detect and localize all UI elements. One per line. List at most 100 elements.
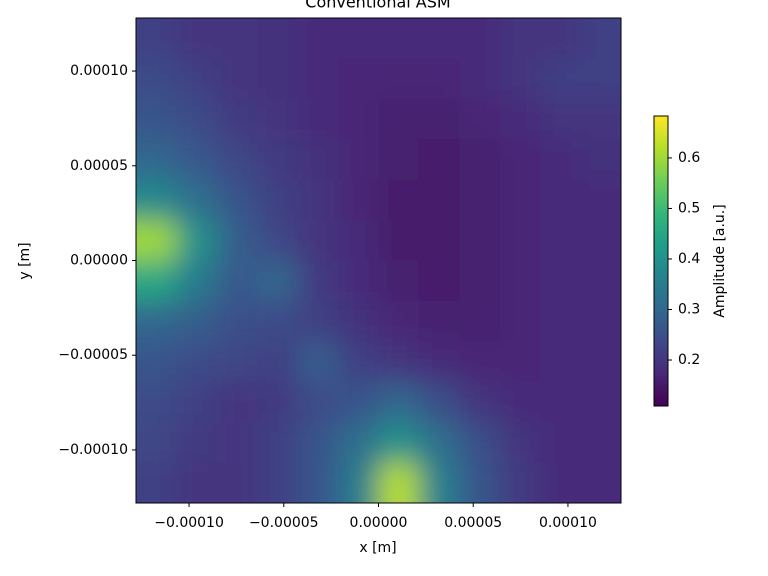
heat-cell [459, 260, 501, 302]
heat-cell [216, 381, 258, 423]
heat-cell [176, 300, 218, 342]
heat-cell [499, 341, 541, 383]
x-tick-label: −0.00005 [249, 515, 319, 531]
heat-cell [459, 98, 501, 140]
heat-cell [297, 381, 339, 423]
heat-cell [540, 260, 582, 302]
colorbar-label: Amplitude [a.u.] [712, 204, 728, 317]
heat-cell [216, 462, 258, 503]
heat-cell [257, 341, 299, 383]
heat-cell [378, 139, 420, 181]
y-tick-label: 0.00000 [70, 253, 128, 269]
heat-cell [257, 98, 299, 140]
heat-cell [297, 179, 339, 221]
heat-cell [580, 98, 621, 140]
heat-cell [378, 260, 420, 302]
heat-cell [216, 139, 258, 181]
heat-cell [216, 58, 258, 100]
heat-cell [216, 341, 258, 383]
heat-cell [257, 58, 299, 100]
heat-cell [257, 220, 299, 261]
heat-cell [540, 341, 582, 383]
heat-cell [580, 179, 621, 221]
heat-cell [136, 220, 177, 261]
heat-cell [540, 300, 582, 342]
x-axis-label: x [m] [359, 540, 396, 556]
heat-cell [499, 260, 541, 302]
heat-cell [297, 18, 339, 59]
heat-cell [176, 98, 218, 140]
heat-cell [338, 260, 379, 302]
heat-cell [176, 422, 218, 464]
heat-cell [136, 98, 177, 140]
heat-cell [499, 381, 541, 423]
heat-cell [297, 300, 339, 342]
heat-cell [540, 18, 582, 59]
heat-cell [540, 139, 582, 181]
colorbar-tick-label: 0.5 [678, 200, 700, 216]
heat-cell [540, 462, 582, 503]
heat-cell [216, 422, 258, 464]
heat-cell [136, 58, 177, 100]
heat-cell [499, 462, 541, 503]
heat-cell [378, 462, 420, 503]
heat-cell [499, 300, 541, 342]
heat-cell [176, 462, 218, 503]
heat-cell [297, 220, 339, 261]
heat-cell [136, 462, 177, 503]
heat-cell [136, 139, 177, 181]
y-tick-label: 0.00010 [70, 63, 128, 79]
heat-cell [378, 220, 420, 261]
heat-cell [216, 18, 258, 59]
heat-cell [257, 139, 299, 181]
heat-cell [499, 18, 541, 59]
heat-cell [338, 341, 379, 383]
heat-cell [459, 58, 501, 100]
heat-cell [418, 381, 460, 423]
heat-cell [136, 300, 177, 342]
heat-cell [499, 98, 541, 140]
heat-cell [418, 220, 460, 261]
heat-cell [297, 260, 339, 302]
heat-cell [176, 220, 218, 261]
heat-cell [459, 220, 501, 261]
heat-cell [297, 462, 339, 503]
heat-cell [136, 260, 177, 302]
heat-cell [257, 381, 299, 423]
heat-cell [297, 58, 339, 100]
heat-cell [378, 98, 420, 140]
heat-cell [418, 18, 460, 59]
colorbar [653, 115, 669, 407]
heat-cell [580, 381, 621, 423]
heat-cell [176, 260, 218, 302]
heat-cell [378, 58, 420, 100]
heatmap [136, 18, 621, 503]
heat-cell [136, 341, 177, 383]
heat-cell [338, 220, 379, 261]
heat-cell [499, 139, 541, 181]
heat-cell [378, 422, 420, 464]
heat-cell [297, 98, 339, 140]
x-tick-label: 0.00005 [444, 515, 502, 531]
heat-cell [257, 422, 299, 464]
heat-cell [540, 98, 582, 140]
heat-cell [257, 300, 299, 342]
x-tick-label: 0.00010 [539, 515, 597, 531]
heat-cell [338, 18, 379, 59]
x-tick-label: 0.00000 [350, 515, 408, 531]
heat-cell [216, 179, 258, 221]
heat-cell [338, 58, 379, 100]
heat-cell [459, 422, 501, 464]
heat-cell [136, 179, 177, 221]
heat-cell [540, 381, 582, 423]
colorbar-tick-label: 0.3 [678, 302, 700, 318]
heat-cell [257, 260, 299, 302]
heat-cell [459, 341, 501, 383]
heat-cell [418, 341, 460, 383]
y-tick-label: −0.00010 [58, 442, 128, 458]
y-tick-label: 0.00005 [70, 158, 128, 174]
chart-title: Conventional ASM [305, 0, 450, 12]
heat-cell [459, 300, 501, 342]
colorbar-tick-label: 0.6 [678, 150, 700, 166]
heat-cell [176, 139, 218, 181]
